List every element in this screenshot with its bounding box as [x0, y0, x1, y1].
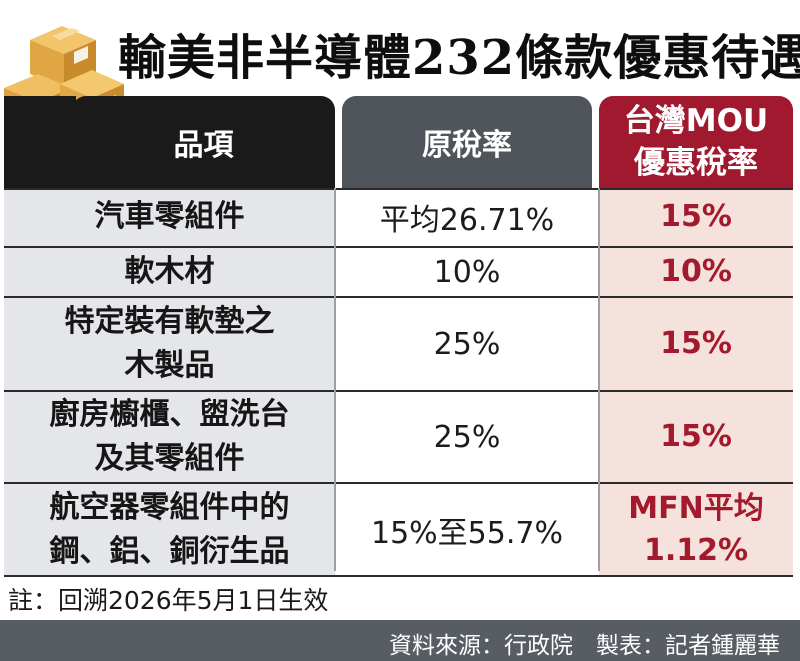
item-cell: 廚房櫥櫃、盥洗台 及其零組件	[4, 392, 335, 482]
source-credit: 資料來源：行政院 製表：記者鍾麗華	[389, 633, 780, 659]
header-original-rate: 原稅率	[342, 96, 592, 188]
original-rate-cell: 平均26.71%	[335, 188, 599, 246]
header-mou-rate: 台灣MOU 優惠稅率	[599, 96, 793, 188]
footnote: 註：回溯2026年5月1日生效	[8, 586, 329, 615]
item-cell: 軟木材	[4, 248, 335, 296]
original-rate-cell: 25%	[335, 392, 599, 482]
table-top-border	[4, 188, 793, 190]
mou-rate-cell: 10%	[599, 248, 793, 296]
table-row: 軟木材 10% 10%	[4, 248, 793, 298]
table-row: 汽車零組件 平均26.71% 15%	[4, 188, 793, 248]
rate-table: 汽車零組件 平均26.71% 15% 軟木材 10% 10% 特定裝有軟墊之 木製…	[4, 188, 793, 577]
table-row: 特定裝有軟墊之 木製品 25% 15%	[4, 298, 793, 392]
header-item-lead	[4, 96, 76, 188]
table-row: 航空器零組件中的 鋼、鋁、銅衍生品 15%至55.7% MFN平均 1.12%	[4, 484, 793, 577]
column-divider	[598, 188, 600, 571]
mou-rate-cell: MFN平均 1.12%	[599, 484, 793, 575]
mou-rate-cell: 15%	[599, 392, 793, 482]
header-mou-line1: 台灣MOU	[623, 103, 769, 139]
page-title: 輸美非半導體232條款優惠待遇	[118, 30, 800, 86]
original-rate-cell: 10%	[335, 248, 599, 296]
item-cell: 特定裝有軟墊之 木製品	[4, 298, 335, 390]
title-area: 輸美非半導體232條款優惠待遇	[0, 0, 800, 142]
original-rate-cell: 15%至55.7%	[335, 484, 599, 575]
column-divider	[334, 188, 336, 571]
mou-rate-cell: 15%	[599, 298, 793, 390]
header-item: 品項	[72, 96, 335, 188]
table-row: 廚房櫥櫃、盥洗台 及其零組件 25% 15%	[4, 392, 793, 484]
item-cell: 汽車零組件	[4, 188, 335, 246]
header-mou-line2: 優惠稅率	[634, 145, 758, 181]
original-rate-cell: 25%	[335, 298, 599, 390]
item-cell: 航空器零組件中的 鋼、鋁、銅衍生品	[4, 484, 335, 575]
mou-rate-cell: 15%	[599, 188, 793, 246]
source-bar: 資料來源：行政院 製表：記者鍾麗華	[0, 620, 800, 661]
